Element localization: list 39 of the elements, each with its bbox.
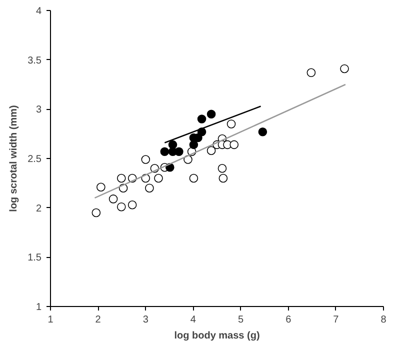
- point: [306, 68, 316, 78]
- y-tick-label: 4: [36, 6, 42, 17]
- point: [108, 194, 118, 204]
- x-tick-label: 3: [142, 314, 149, 326]
- point: [92, 208, 101, 218]
- point: [230, 140, 239, 150]
- point: [128, 200, 137, 210]
- x-tick-label: 7: [333, 314, 340, 326]
- point: [206, 146, 216, 155]
- point: [141, 155, 150, 164]
- point: [96, 182, 106, 192]
- point: [197, 114, 206, 124]
- y-tick-label: 3: [36, 104, 42, 116]
- point: [116, 174, 126, 183]
- point: [226, 120, 236, 128]
- point: [189, 174, 198, 183]
- y-tick-label: 2: [36, 203, 42, 214]
- x-axis-title: log body mass (g): [174, 330, 260, 342]
- y-tick-label: 3.5: [28, 55, 42, 66]
- point: [160, 147, 170, 156]
- x-tick-label: 8: [380, 314, 387, 326]
- point: [258, 127, 268, 136]
- y-axis-title: log scrotal width (mm): [8, 105, 20, 212]
- point: [218, 164, 227, 173]
- x-tick-label: 2: [95, 314, 102, 326]
- x-tick-label: 1: [48, 314, 54, 326]
- point: [340, 64, 349, 74]
- point: [206, 110, 216, 118]
- y-tick-label: 1: [36, 302, 42, 313]
- point: [174, 147, 184, 156]
- x-tick-label: 4: [190, 314, 196, 326]
- x-tick-label: 6: [286, 314, 292, 326]
- point: [116, 202, 126, 212]
- y-tick-label: 1.5: [28, 252, 42, 264]
- point: [154, 174, 163, 183]
- x-tick-label: 5: [238, 314, 244, 326]
- point: [218, 174, 228, 183]
- y-tick-label: 2.5: [28, 154, 42, 165]
- point: [145, 184, 154, 192]
